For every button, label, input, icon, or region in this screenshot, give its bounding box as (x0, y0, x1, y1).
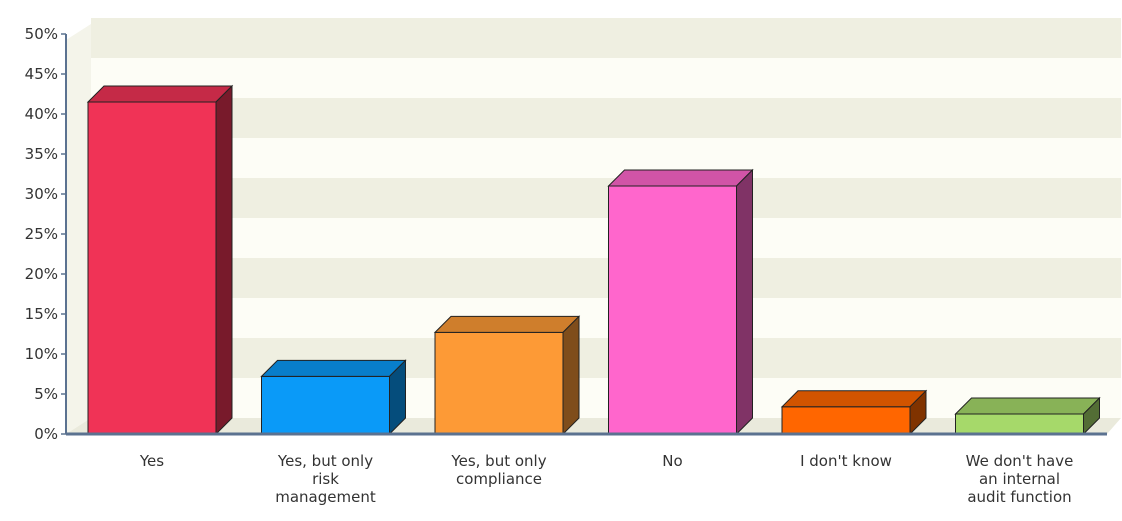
y-tick-label: 30% (25, 185, 58, 203)
category-label: No (662, 452, 682, 470)
category-label-line: Yes (139, 452, 164, 470)
bar (86, 84, 234, 436)
category-label-line: No (662, 452, 682, 470)
bar-top (260, 359, 407, 377)
category-label: Yes (139, 452, 164, 470)
bar-front (87, 101, 217, 435)
y-tick-label: 10% (25, 345, 58, 363)
category-label: Yes, but only risk management (275, 452, 376, 506)
category-label-line: Yes, but only (277, 452, 373, 470)
grid-band (91, 338, 1121, 378)
category-label-line: I don't know (800, 452, 892, 470)
bar-top (954, 397, 1101, 415)
y-tick-label: 20% (25, 265, 58, 283)
bar-front (781, 406, 911, 435)
y-tick-label: 50% (25, 25, 58, 43)
bar-top (86, 85, 234, 103)
bar (260, 359, 407, 436)
category-label: I don't know (800, 452, 892, 470)
y-tick-label: 25% (25, 225, 58, 243)
grid-band (91, 218, 1121, 258)
category-label: We don't have an internal audit function (966, 452, 1074, 506)
category-label-line: We don't have (966, 452, 1074, 470)
bar (780, 389, 928, 436)
bar-side (736, 168, 753, 436)
bar-top (433, 315, 581, 333)
bar (433, 315, 581, 436)
bar-front (955, 413, 1084, 435)
category-label-line: risk (312, 470, 339, 488)
grid-band (91, 258, 1121, 298)
grid-band (91, 138, 1121, 178)
y-tick-label: 15% (25, 305, 58, 323)
category-label-line: management (275, 488, 376, 506)
bar-side (389, 359, 406, 436)
y-tick-label: 5% (34, 385, 58, 403)
bar-side (562, 315, 580, 436)
bar (607, 168, 754, 436)
y-tick-label: 40% (25, 105, 58, 123)
bars (86, 84, 1101, 436)
plot-background (66, 18, 1121, 434)
bar-front (608, 185, 737, 435)
axes: 0% 5% 10% 15% 20% 25% 30% 35% 40% 45% 50% (25, 25, 1107, 443)
category-label: Yes, but only compliance (450, 452, 546, 488)
bar-front (434, 331, 564, 435)
category-label-line: an internal (979, 470, 1060, 488)
y-tick-label: 0% (34, 425, 58, 443)
bar-side (1083, 396, 1100, 436)
grid-band (91, 178, 1121, 218)
grid-band (91, 18, 1121, 58)
grid-band (91, 98, 1121, 138)
grid-band (91, 298, 1121, 338)
bar-side (215, 84, 233, 436)
side-wall (66, 24, 91, 434)
bar-side (909, 389, 927, 436)
grid-band (91, 58, 1121, 98)
bar (954, 396, 1101, 436)
category-label-line: audit function (967, 488, 1071, 506)
y-tick-label: 45% (25, 65, 58, 83)
category-label-line: compliance (456, 470, 542, 488)
bar-top (607, 169, 754, 187)
y-tick-label: 35% (25, 145, 58, 163)
category-label-line: Yes, but only (450, 452, 546, 470)
bar-top (780, 390, 928, 408)
bar-front (261, 375, 390, 435)
